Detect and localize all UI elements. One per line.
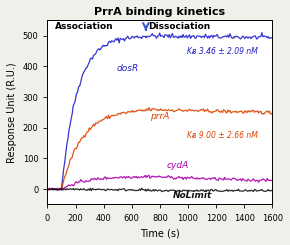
- Text: dosR: dosR: [116, 64, 139, 73]
- Text: Kᴃ 3.46 ± 2.09 nM: Kᴃ 3.46 ± 2.09 nM: [187, 47, 258, 56]
- Text: cydA: cydA: [167, 161, 189, 170]
- Text: NoLimit: NoLimit: [173, 191, 212, 200]
- Title: PrrA binding kinetics: PrrA binding kinetics: [94, 7, 226, 17]
- Text: Kᴃ 9.00 ± 2.66 nM: Kᴃ 9.00 ± 2.66 nM: [187, 131, 258, 140]
- X-axis label: Time (s): Time (s): [140, 228, 180, 238]
- Text: Dissociation: Dissociation: [148, 22, 210, 31]
- Text: prrA: prrA: [150, 112, 169, 121]
- Y-axis label: Response Unit (R.U.): Response Unit (R.U.): [7, 62, 17, 163]
- Text: Association: Association: [55, 22, 114, 31]
